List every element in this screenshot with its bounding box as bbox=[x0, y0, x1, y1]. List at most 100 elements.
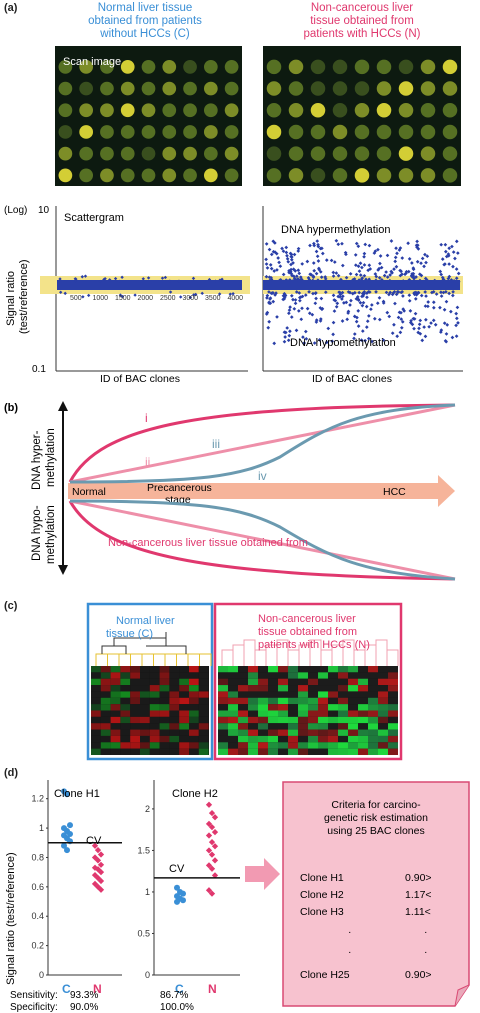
criteria-value: 0.90> bbox=[405, 872, 432, 884]
scatter-point bbox=[426, 300, 431, 304]
criteria-title-1: Criteria for carcino- bbox=[331, 799, 421, 811]
heatmap-cell bbox=[100, 672, 111, 679]
heatmap-cell bbox=[248, 691, 258, 698]
scatter-point bbox=[305, 306, 310, 311]
scatter-point bbox=[218, 278, 222, 282]
scatter-point bbox=[296, 246, 301, 251]
scatter-point bbox=[389, 239, 394, 243]
criteria-title-3: using 25 BAC clones bbox=[327, 825, 424, 837]
heatmap-cell bbox=[189, 678, 199, 686]
heatmap-cell bbox=[179, 710, 189, 717]
normal-tissue-label-2: tissue (C) bbox=[106, 628, 153, 640]
heatmap-cell bbox=[159, 697, 170, 705]
heatmap-cell bbox=[298, 723, 308, 730]
scatter-point bbox=[359, 338, 364, 342]
heatmap-cell bbox=[368, 723, 378, 730]
heatmap-cell bbox=[338, 691, 348, 698]
heatmap-cell bbox=[149, 735, 160, 743]
heatmap-cell bbox=[120, 666, 131, 673]
heatmap-cell bbox=[130, 742, 140, 749]
heatmap-cell bbox=[130, 735, 140, 743]
array-spot bbox=[376, 124, 392, 140]
scatter-point bbox=[393, 259, 398, 264]
heatmap-cell bbox=[238, 723, 248, 730]
array-spot bbox=[288, 146, 304, 161]
array-spot bbox=[100, 103, 114, 118]
heatmap-cell bbox=[198, 723, 209, 730]
scatter-point bbox=[400, 256, 405, 260]
scan-image-normal: Scan image bbox=[55, 46, 242, 186]
y-tick-label: 2 bbox=[145, 804, 150, 814]
scatter-point bbox=[378, 254, 383, 258]
array-spot bbox=[58, 81, 73, 96]
heatmap-cell bbox=[228, 672, 238, 679]
heatmap-cell bbox=[169, 729, 180, 736]
scatter-point bbox=[264, 242, 269, 246]
scatter-point bbox=[418, 318, 423, 323]
scatter-point bbox=[431, 318, 436, 323]
heatmap-cell bbox=[169, 735, 180, 743]
x-tick-label: 2000 bbox=[138, 295, 154, 302]
heatmap-cell bbox=[318, 748, 328, 755]
scatter-point bbox=[278, 264, 283, 269]
scatter-point bbox=[284, 245, 289, 250]
hypo-label-2: methylation bbox=[45, 505, 57, 564]
scatter-point bbox=[360, 265, 364, 270]
array-spot bbox=[183, 168, 197, 183]
heatmap-cell bbox=[149, 716, 160, 724]
heatmap-cell bbox=[388, 697, 398, 705]
y-tick-label: 0.5 bbox=[137, 928, 150, 938]
scatter-point bbox=[292, 252, 297, 257]
heatmap-cell bbox=[298, 748, 308, 755]
scatter-point bbox=[456, 271, 461, 276]
curve-i bbox=[68, 403, 456, 483]
array-spot bbox=[120, 125, 135, 139]
scatter-point bbox=[272, 341, 277, 346]
heatmap-cell bbox=[338, 672, 348, 679]
array-spot bbox=[266, 168, 282, 183]
noncancer-title-line: Non-cancerous liver bbox=[310, 2, 414, 14]
heatmap-cell bbox=[388, 691, 398, 698]
heatmap-cell bbox=[238, 716, 248, 724]
heatmap-cell bbox=[91, 729, 101, 736]
array-spot bbox=[420, 168, 436, 183]
heatmap-cell bbox=[110, 697, 121, 705]
noncancer-tissue-note: Non-cancerous liver tissue obtained from bbox=[108, 537, 308, 549]
heatmap-cell bbox=[388, 742, 398, 749]
heatmap-cell bbox=[328, 704, 338, 711]
heatmap-cell bbox=[308, 685, 318, 692]
heatmap-cell bbox=[218, 678, 228, 686]
array-spot bbox=[120, 81, 135, 96]
heatmap-cell bbox=[258, 697, 268, 705]
scatter-point bbox=[429, 321, 433, 325]
scatter-point bbox=[454, 239, 459, 244]
heatmap-cell bbox=[120, 742, 131, 749]
scatter-point bbox=[282, 330, 287, 335]
heatmap-cell bbox=[179, 729, 189, 736]
heatmap-cell bbox=[278, 697, 288, 705]
dendrogram-branch bbox=[130, 653, 143, 666]
array-spot bbox=[376, 59, 392, 75]
criteria-value: · bbox=[424, 926, 428, 938]
heatmap-cell bbox=[179, 691, 189, 698]
heatmap-cell bbox=[378, 678, 388, 686]
scatter-point bbox=[332, 260, 337, 264]
heatmap-cell bbox=[120, 710, 131, 717]
heatmap-cell bbox=[140, 697, 150, 705]
heatmap-cell bbox=[238, 685, 248, 692]
scatter-point bbox=[431, 305, 436, 310]
heatmap-cell bbox=[120, 716, 131, 724]
scatter-point bbox=[424, 294, 428, 298]
heatmap-cell bbox=[268, 704, 278, 711]
heatmap-cell bbox=[348, 678, 358, 686]
scatter-point bbox=[86, 293, 91, 298]
scatter-point bbox=[367, 243, 372, 248]
heatmap-cell bbox=[348, 672, 358, 679]
scatter-band-right bbox=[263, 280, 460, 290]
heatmap-cell bbox=[318, 704, 328, 711]
heatmap-cell bbox=[278, 742, 288, 749]
curve-i-lower bbox=[68, 500, 456, 581]
heatmap-cell bbox=[308, 691, 318, 698]
array-spot bbox=[310, 81, 326, 96]
scatter-point bbox=[394, 264, 399, 269]
